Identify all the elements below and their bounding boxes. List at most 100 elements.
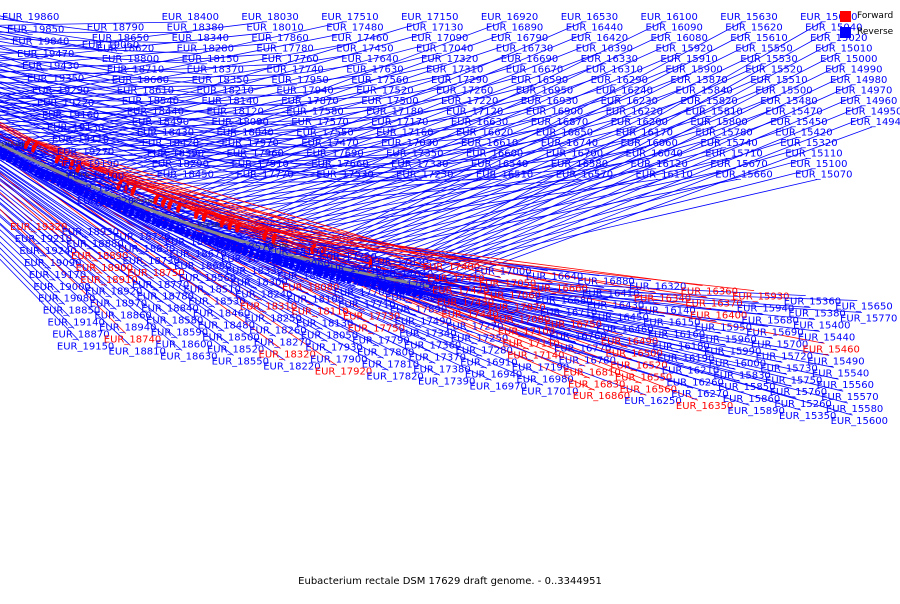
reverse-gene-arrow	[340, 273, 348, 283]
gene-label: EUR_18890	[71, 251, 128, 262]
gene-label: EUR_16610	[461, 138, 518, 149]
gene-label: EUR_18730	[123, 256, 180, 267]
reverse-gene-arrow	[155, 218, 163, 228]
reverse-gene-arrow	[399, 286, 406, 295]
gene-label: EUR_17170	[371, 117, 428, 128]
reverse-gene-arrow	[230, 243, 237, 253]
reverse-gene-arrow	[329, 271, 336, 280]
gene-label: EUR_17180	[366, 107, 423, 118]
gene-label: EUR_19860	[2, 12, 59, 23]
leader-line	[0, 51, 204, 65]
gene-label: EUR_17220	[441, 96, 498, 107]
gene-label: EUR_17570	[291, 117, 348, 128]
gene-label: EUR_19270	[57, 147, 114, 158]
reverse-gene-arrow	[224, 241, 231, 251]
gene-label: EUR_15990	[704, 346, 761, 357]
leader-line	[376, 53, 838, 290]
gene-label: EUR_18620	[97, 44, 154, 55]
gene-label: EUR_15000	[820, 54, 877, 65]
gene-label: EUR_18940	[99, 323, 156, 334]
gene-label: EUR_15380	[788, 309, 845, 320]
gene-label: EUR_15500	[755, 86, 812, 97]
gene-arrows	[0, 139, 424, 299]
gene-label: EUR_19170	[29, 270, 86, 281]
gene-label: EUR_16810	[563, 367, 620, 378]
gene-label: EUR_15480	[760, 96, 817, 107]
gene-label: EUR_15010	[815, 44, 872, 55]
reverse-gene-arrow	[50, 175, 57, 184]
gene-label: EUR_16330	[581, 54, 638, 65]
gene-label: EUR_16250	[624, 396, 681, 407]
gene-label: EUR_17890	[390, 305, 447, 316]
forward-gene-arrow	[368, 257, 374, 268]
leader-line	[294, 42, 753, 271]
gene-label: EUR_18150	[182, 54, 239, 65]
gene-label: EUR_16460	[596, 325, 653, 336]
leader-line	[78, 63, 523, 196]
gene-label: EUR_17430	[437, 298, 494, 309]
gene-label: EUR_16000	[709, 358, 766, 369]
gene-label: EUR_17790	[352, 336, 409, 347]
forward-gene-arrow	[68, 159, 76, 171]
leader-line	[211, 236, 666, 317]
gene-label: EUR_17840	[376, 269, 433, 280]
leader-line	[284, 21, 743, 268]
reverse-gene-arrow	[33, 167, 41, 177]
gene-label: EUR_16660	[531, 284, 588, 295]
leader-line	[133, 21, 583, 218]
gene-label: EUR_15400	[793, 321, 850, 332]
leader-line	[0, 173, 89, 239]
gene-label: EUR_16180	[652, 341, 709, 352]
leader-line	[0, 86, 234, 128]
gene-label: EUR_16420	[571, 33, 628, 44]
leader-line	[51, 173, 488, 369]
gene-label: EUR_16360	[681, 287, 738, 298]
leader-line	[298, 53, 758, 272]
gene-label: EUR_15770	[840, 314, 897, 325]
scale-tick-label: 1700 kbp	[65, 172, 89, 178]
leader-line	[0, 32, 349, 103]
gene-label: EUR_18650	[92, 33, 149, 44]
gene-label: EUR_15550	[735, 44, 792, 55]
reverse-gene-arrow	[115, 203, 123, 213]
gene-label: EUR_16740	[541, 138, 598, 149]
gene-label: EUR_18680	[174, 261, 231, 272]
gene-label: EUR_18810	[109, 347, 166, 358]
gene-label: EUR_16790	[491, 33, 548, 44]
gene-leader-lines	[0, 15, 873, 416]
gene-label: EUR_17280	[456, 345, 513, 356]
gene-label: EUR_16060	[621, 138, 678, 149]
gene-label: EUR_18040	[217, 128, 274, 139]
leader-line	[151, 191, 591, 379]
leader-line	[0, 184, 169, 315]
gene-label: EUR_16770	[554, 343, 611, 354]
gene-label: EUR_15110	[785, 149, 842, 160]
scale-tick-label: 1750 kbp	[1, 142, 25, 148]
gene-label: EUR_18420	[142, 138, 199, 149]
gene-label: EUR_15420	[775, 128, 832, 139]
gene-label: EUR_16410	[582, 289, 639, 300]
gene-label: EUR_15760	[770, 387, 827, 398]
reverse-gene-arrow	[370, 280, 377, 289]
gene-label: EUR_18750	[127, 268, 184, 279]
gene-label: EUR_19060	[82, 40, 139, 51]
gene-label: EUR_16100	[641, 12, 698, 23]
forward-gene-arrow	[23, 139, 31, 150]
leader-line	[0, 241, 66, 305]
gene-label: EUR_16200	[611, 117, 668, 128]
forward-gene-arrow	[321, 246, 327, 257]
leader-line	[0, 125, 339, 180]
gene-label: EUR_16490	[601, 336, 658, 347]
leader-line	[0, 102, 309, 117]
gene-label: EUR_15730	[760, 363, 817, 374]
leader-line	[0, 183, 103, 275]
leader-line	[0, 137, 300, 271]
gene-label: EUR_19430	[22, 61, 79, 72]
gene-label: EUR_19070	[72, 184, 129, 195]
leader-line	[313, 84, 773, 276]
gene-label: EUR_16710	[540, 308, 597, 319]
gene-label: EUR_18400	[162, 12, 219, 23]
leader-line	[0, 21, 264, 56]
gene-label: EUR_18130	[296, 319, 353, 330]
reverse-gene-arrow	[0, 151, 8, 161]
